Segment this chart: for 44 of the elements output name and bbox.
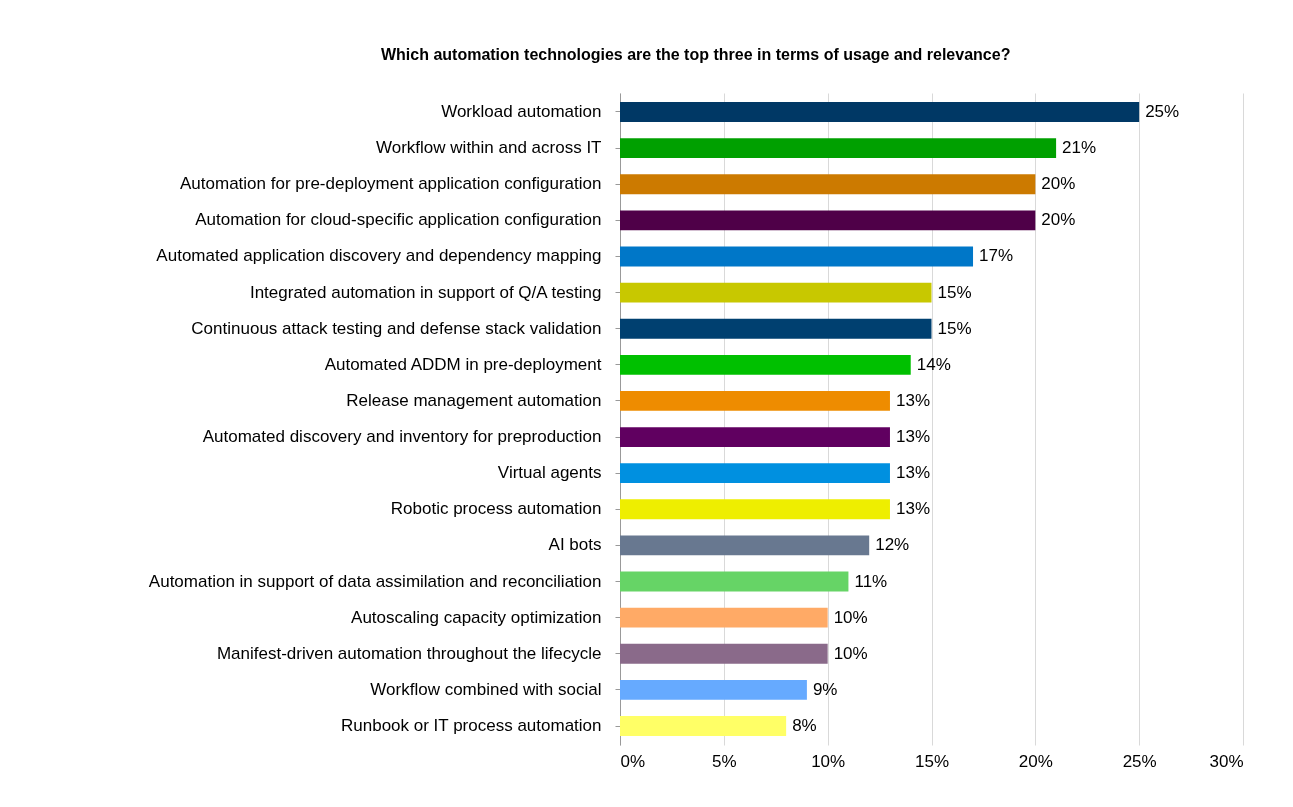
data-label: 15% bbox=[937, 318, 972, 338]
y-tick-label: Integrated automation in support of Q/A testing bbox=[249, 282, 602, 302]
x-tick-label: 10% bbox=[811, 751, 846, 771]
y-tick-label: Workflow combined with social bbox=[370, 679, 602, 699]
data-label: 11% bbox=[854, 571, 888, 591]
y-tick-label: Autoscaling capacity optimization bbox=[351, 607, 602, 627]
data-label: 10% bbox=[833, 607, 868, 627]
data-label: 13% bbox=[895, 499, 930, 519]
x-tick-label: 30% bbox=[1209, 751, 1244, 771]
data-label: 13% bbox=[895, 427, 930, 447]
y-tick-label: Automated application discovery and dependency mapping bbox=[156, 246, 602, 266]
y-tick-label: Runbook or IT process automation bbox=[341, 716, 602, 736]
y-tick-label: Workload automation bbox=[441, 101, 602, 121]
data-label: 9% bbox=[812, 679, 838, 699]
data-label: 21% bbox=[1062, 138, 1097, 158]
data-label: 13% bbox=[895, 463, 930, 483]
data-label: 14% bbox=[916, 354, 951, 374]
y-tick-label: Continuous attack testing and defense stack validation bbox=[191, 318, 602, 338]
y-tick-label: Robotic process automation bbox=[390, 499, 602, 519]
y-tick-label: AI bots bbox=[548, 535, 602, 555]
data-label: 10% bbox=[833, 643, 868, 663]
x-tick-label: 0% bbox=[620, 751, 646, 771]
x-tick-label: 25% bbox=[1122, 751, 1157, 771]
data-label: 20% bbox=[1041, 210, 1076, 230]
x-tick-label: 5% bbox=[712, 751, 737, 771]
data-label: 17% bbox=[979, 246, 1014, 266]
y-tick-label: Manifest-driven automation throughout the lifecycle bbox=[216, 643, 602, 663]
data-label: 15% bbox=[937, 282, 972, 302]
y-tick-label: Automation for pre-deployment application configuration bbox=[180, 174, 602, 194]
y-tick-label: Virtual agents bbox=[497, 463, 602, 483]
data-label: 20% bbox=[1041, 174, 1076, 194]
y-tick-label: Automation in support of data assimilation and reconciliation bbox=[148, 571, 602, 591]
y-tick-label: Release management automation bbox=[346, 390, 602, 410]
x-tick-label: 20% bbox=[1018, 751, 1053, 771]
y-tick-label: Workflow within and across IT bbox=[376, 138, 602, 158]
x-tick-label: 15% bbox=[914, 751, 950, 771]
chart-title: Which automation technologies are the top three in terms of usage and relevance? bbox=[380, 46, 1011, 63]
data-label: 13% bbox=[895, 390, 930, 410]
y-tick-label: Automation for cloud-specific application configuration bbox=[195, 210, 602, 230]
data-label: 8% bbox=[792, 716, 817, 736]
data-label: 25% bbox=[1145, 101, 1180, 121]
data-label: 12% bbox=[875, 535, 910, 555]
y-tick-label: Automated discovery and inventory for preproduction bbox=[202, 427, 602, 447]
y-tick-label: Automated ADDM in pre-deployment bbox=[324, 354, 602, 374]
